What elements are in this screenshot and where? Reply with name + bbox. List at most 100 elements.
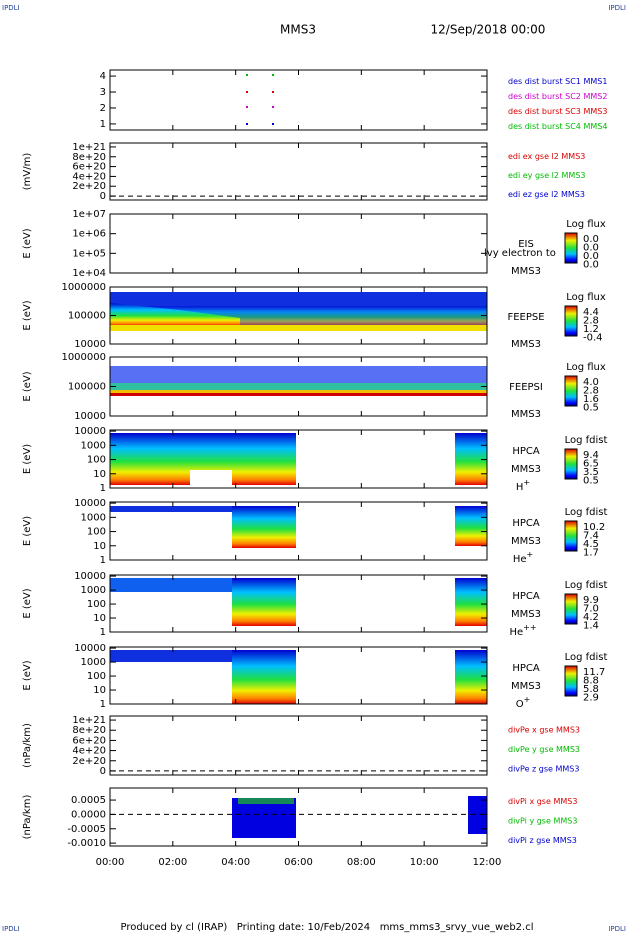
colorbar-tick-label: 11.7 [583,667,605,678]
header-date: 12/Sep/2018 00:00 [431,23,546,37]
spacecraft-label: MMS3 [511,609,541,620]
species-label: He+ [513,550,533,566]
colorbar-tick-label: 4.0 [583,377,599,388]
y-tick-label: 100 [87,671,106,682]
legend-entry: divPe y gse MMS3 [508,745,580,754]
panel-frame [109,69,488,131]
spacecraft-label: MMS3 [511,536,541,547]
y-tick-label: -0.0005 [67,824,106,835]
y-tick-label: 10000 [74,643,106,654]
colorbar-tick-label: 3.5 [583,467,599,478]
colorbar-tick-label: 1.4 [583,621,599,632]
colorbar-tick-label: 7.0 [583,604,599,615]
spectrogram-layer [110,74,487,838]
y-tick-label: 10 [93,613,106,624]
y-tick-label: 10 [93,541,106,552]
x-tick-label: 12:00 [473,857,502,868]
y-tick-label: 10000 [74,571,106,582]
spectrogram [110,650,232,662]
spectrogram [110,366,487,384]
trace-block [468,796,487,834]
y-tick-label: 1e+07 [72,209,106,220]
y-tick-label: 2e+20 [72,181,106,192]
y-tick-label: 4 [100,71,106,82]
y-tick-label: 0.0000 [71,809,106,820]
colorbar-tick-label: 7.4 [583,531,599,542]
species-charge: + [524,695,531,704]
legend-entry: divPi y gse MMS3 [508,817,577,826]
spacecraft-label: MMS3 [511,409,541,420]
y-tick-label: 10000 [74,498,106,509]
colorbar [564,665,578,697]
colorbar-tick-label: 0.0 [583,243,599,254]
y-tick-label: 10000 [74,339,106,350]
corner-label: IPDLI [608,925,626,933]
colorbar-tick-label: 9.9 [583,595,599,606]
spacecraft-label: MMS3 [511,339,541,350]
y-tick-label: 1000000 [61,282,106,293]
colorbar [564,305,578,337]
spectrogram [110,393,487,396]
y-tick-label: -0.0010 [67,838,106,849]
colorbar-title: Log fdist [565,652,608,663]
spectrogram [232,650,296,704]
y-axis-label: E (eV) [22,516,33,546]
y-tick-label: 1000 [81,440,106,451]
y-tick-label: 1000 [81,512,106,523]
instrument-label: HPCA [512,663,540,674]
colorbar-tick-label: 1.6 [583,394,599,405]
colorbar-tick-label: 4.2 [583,612,599,623]
y-tick-label: 6e+20 [72,162,106,173]
x-tick-label: 10:00 [410,857,439,868]
x-tick-label: 06:00 [284,857,313,868]
species-charge: + [523,478,530,487]
legend-entry: divPe x gse MMS3 [508,725,580,734]
colorbar-tick-label: 2.8 [583,386,599,397]
y-tick-label: 100000 [68,311,106,322]
y-tick-label: 8e+20 [72,152,106,163]
species-label: He++ [509,623,536,639]
y-axis-label: E (eV) [22,371,33,401]
y-tick-label: 1 [100,555,106,566]
dot [246,74,248,76]
dot [272,91,274,93]
y-tick-label: 100 [87,599,106,610]
spectrogram [232,506,296,548]
y-tick-label: 1000 [81,657,106,668]
colorbar-title: Log fdist [565,507,608,518]
spectrogram [455,650,487,704]
colorbar-title: Log flux [566,362,606,373]
y-tick-label: 0.0005 [71,795,106,806]
instrument-label: FEEPSE [507,312,544,323]
colorbar-tick-label: 8.8 [583,676,599,687]
x-tick-label: 02:00 [158,857,187,868]
colorbar-tick-label: 4.5 [583,539,599,550]
y-tick-label: 1000000 [61,352,106,363]
y-tick-label: 0 [100,191,106,202]
legend-entry: divPi z gse MMS3 [508,836,577,845]
spectrogram [110,383,487,390]
colorbar-title: Log flux [566,219,606,230]
y-tick-label: 1 [100,483,106,494]
dot [272,106,274,108]
dot [246,91,248,93]
panel-frame [109,787,488,847]
colorbar-title: Log flux [566,292,606,303]
species-base: H [516,482,524,493]
y-tick-label: 1e+21 [72,715,106,726]
legend-entry: divPi x gse MMS3 [508,797,577,806]
y-tick-label: 2e+20 [72,756,106,767]
y-tick-label: 0 [100,766,106,777]
dot [272,74,274,76]
y-axis-label: E (eV) [22,228,33,258]
y-tick-label: 1e+05 [72,248,106,259]
y-axis-label: E (eV) [22,444,33,474]
dot [246,106,248,108]
y-tick-label: 1 [100,699,106,710]
spacecraft-label: MMS3 [511,681,541,692]
corner-label: IPDLI [2,925,20,933]
y-axis-label: (nPa/km) [22,723,33,768]
colorbar [564,375,578,407]
panel-frame [109,715,488,776]
